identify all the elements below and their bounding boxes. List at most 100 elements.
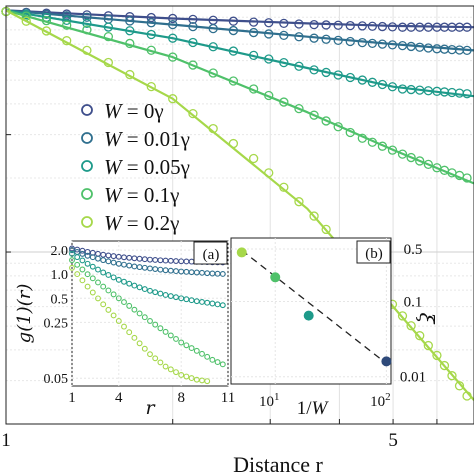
legend-label: W = 0.05γ <box>104 155 190 179</box>
inset-a-marker <box>188 297 195 304</box>
inset-a-marker <box>89 254 96 261</box>
inset-a-marker <box>95 255 101 262</box>
inset-a-marker <box>162 328 169 335</box>
inset-a-marker <box>89 275 96 282</box>
inset-a-marker <box>147 318 153 324</box>
inset-a-marker <box>183 373 190 380</box>
inset-a-marker <box>178 295 185 302</box>
inset-a-marker <box>74 254 81 261</box>
inset-a-marker <box>100 269 107 276</box>
inset-a-marker <box>105 271 112 278</box>
inset-a-marker <box>167 332 174 339</box>
legend-marker <box>81 104 93 116</box>
inset-a-marker <box>105 258 112 265</box>
inset-a-marker <box>131 334 138 341</box>
main-series-marker <box>294 103 304 114</box>
inset-a-marker <box>141 345 148 352</box>
main-series-marker <box>188 108 198 119</box>
main-series-marker <box>415 331 425 341</box>
inset-a-marker <box>110 291 117 298</box>
inset-a-marker <box>152 321 159 328</box>
inset-b-point <box>270 272 281 283</box>
inset-a-marker <box>219 361 226 368</box>
inset-a-panel-tag-box <box>193 241 228 265</box>
inset-a-x-tick-label: 1 <box>68 390 76 406</box>
inset-a-marker <box>219 271 226 277</box>
main-series-fit-line <box>5 9 474 185</box>
main-series-marker <box>397 311 408 321</box>
inset-a-marker <box>121 278 127 285</box>
inset-a-marker <box>79 277 86 284</box>
main-series-marker <box>309 110 319 120</box>
legend-label: W = 0.01γ <box>104 127 190 151</box>
inset-b-x-axis-label: 1/W <box>297 398 330 419</box>
inset-a-marker <box>89 289 96 296</box>
inset-a-marker <box>152 289 159 296</box>
inset-b-x-axis-label-numerator: 1/ <box>297 398 313 419</box>
inset-a-marker <box>110 312 117 319</box>
inset-a-marker <box>121 299 127 306</box>
inset-a-frame <box>71 240 229 387</box>
inset-a-marker <box>79 257 86 264</box>
legend-variable: W <box>104 211 124 235</box>
inset-a-marker <box>147 287 153 294</box>
inset-b-point <box>381 356 392 367</box>
main-series-fit-line <box>5 9 474 401</box>
main-series-marker <box>248 153 259 164</box>
inset-a-marker <box>173 369 179 376</box>
inset-a-marker <box>69 247 75 254</box>
inset-a-marker <box>183 342 190 349</box>
inset-a-y-axis-label: g(1)(r) <box>14 284 35 344</box>
inset-a-x-tick-label: 8 <box>177 390 185 406</box>
inset-a-marker <box>110 259 117 266</box>
inset-a-marker <box>173 335 179 342</box>
legend-marker <box>81 160 93 172</box>
inset-a-marker <box>95 279 101 286</box>
main-series-marker <box>462 89 472 99</box>
legend-value: = 0.05γ <box>122 155 190 179</box>
inset-a-marker <box>95 295 101 302</box>
legend-variable: W <box>104 183 124 207</box>
inset-a-marker <box>167 366 174 373</box>
inset-a-marker <box>136 310 143 317</box>
legend-marker <box>81 132 93 144</box>
inset-a: 2.0 1.0 0.5 0.25 0.05 1 4 8 11 r g(1)(r) (a) <box>14 240 235 419</box>
inset-a-marker <box>126 329 133 336</box>
inset-a-marker <box>147 351 153 358</box>
main-series-marker <box>321 224 331 235</box>
inset-a-marker <box>193 347 200 354</box>
inset-a-marker <box>152 355 159 362</box>
legend-variable: W <box>104 155 124 179</box>
inset-a-marker <box>79 250 86 257</box>
legend-variable: W <box>104 127 124 151</box>
inset-a-y-tick-label: 0.05 <box>44 372 69 387</box>
inset-a-marker <box>157 359 164 366</box>
inset-a-marker <box>204 353 211 360</box>
inset-a-marker <box>204 378 211 385</box>
inset-a-y-tick-label: 0.25 <box>44 316 69 331</box>
inset-b-point <box>303 310 314 321</box>
inset-a-marker <box>84 283 91 290</box>
inset-a-marker <box>141 314 148 321</box>
main-series-marker <box>146 81 156 92</box>
inset-a-marker <box>126 302 133 309</box>
inset-b-y-tick-label: 0.1 <box>404 295 423 311</box>
inset-a-marker <box>110 274 117 281</box>
inset-a-marker <box>188 345 195 352</box>
main-series-fit-line <box>5 9 474 52</box>
inset-b-x-tick-exponent: 1 <box>274 391 280 403</box>
legend-label: W = 0.2γ <box>104 211 179 235</box>
inset-a-y-tick-label: 0.5 <box>51 292 69 307</box>
legend-value: = 0.2γ <box>122 211 180 235</box>
main-x-tick-label: 5 <box>388 430 398 451</box>
legend-value: = 0.1γ <box>122 183 180 207</box>
inset-a-marker <box>74 261 81 268</box>
inset-a-x-tick-label: 4 <box>115 390 123 406</box>
inset-a-x-axis-label: r <box>145 397 156 419</box>
inset-a-marker <box>115 295 122 302</box>
inset-a-marker <box>131 306 138 313</box>
inset-a-x-tick-label: 11 <box>221 390 235 406</box>
inset-a-y-tick-label: 1.0 <box>51 268 69 283</box>
